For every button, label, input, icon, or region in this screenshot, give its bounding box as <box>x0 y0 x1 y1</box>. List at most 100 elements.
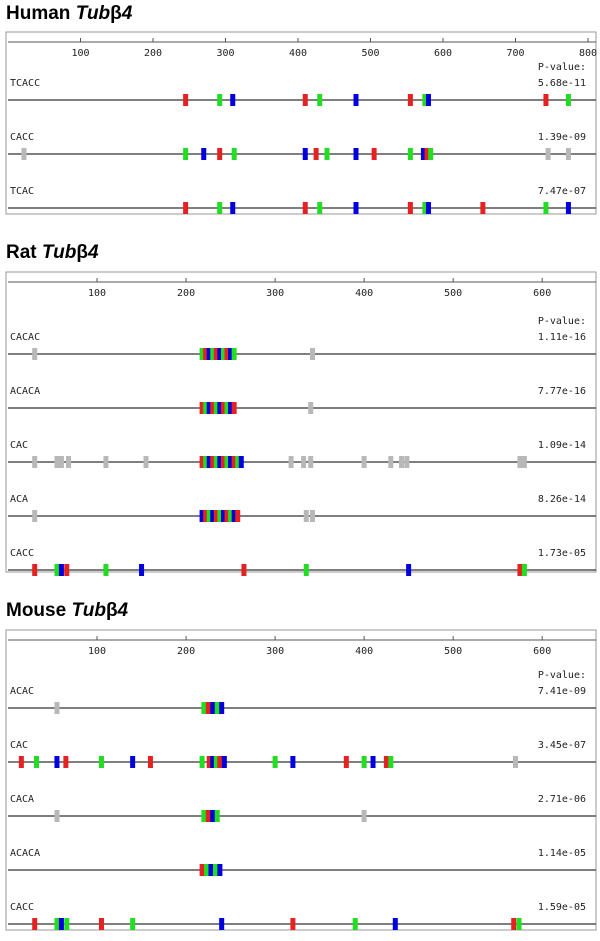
motif-site-mark <box>217 456 223 468</box>
motif-site-mark <box>231 402 237 414</box>
motif-site-mark <box>308 456 314 468</box>
motif-site-mark <box>201 148 207 160</box>
motif-site-mark <box>228 348 234 360</box>
motif-site-mark <box>18 756 24 768</box>
motif-site-mark <box>201 810 207 822</box>
panel-frame <box>5 31 597 215</box>
motif-name: ACACA <box>10 386 40 397</box>
motif-site-mark <box>371 148 377 160</box>
motif-site-mark <box>224 348 230 360</box>
motif-pvalue: 1.09e-14 <box>538 440 586 451</box>
motif-site-mark <box>199 402 205 414</box>
motif-site-mark <box>54 702 60 714</box>
motif-site-mark <box>231 148 237 160</box>
motif-site-mark <box>32 510 38 522</box>
motif-site-mark <box>517 456 523 468</box>
motif-site-mark <box>32 456 38 468</box>
motif-pvalue: 2.71e-06 <box>538 794 586 805</box>
motif-site-mark <box>228 402 234 414</box>
motif-site-mark <box>361 456 367 468</box>
motif-site-mark <box>203 348 209 360</box>
motif-site-mark <box>203 456 209 468</box>
motif-site-mark <box>98 756 104 768</box>
motif-site-mark <box>205 702 211 714</box>
motif-site-mark <box>313 148 319 160</box>
motif-site-mark <box>130 918 136 930</box>
motif-site-mark <box>199 756 205 768</box>
motif-site-mark <box>220 456 226 468</box>
rat-panel-title: Rat Tubβ4 <box>6 242 99 264</box>
motif-site-mark <box>420 148 426 160</box>
motif-site-mark <box>404 456 410 468</box>
mouse-panel-title: Mouse Tubβ4 <box>6 600 128 622</box>
mouse-title-gene: Tub <box>71 600 106 621</box>
motif-site-mark <box>303 564 309 576</box>
motif-site-mark <box>343 756 349 768</box>
motif-site-mark <box>54 564 60 576</box>
motif-site-mark <box>208 864 214 876</box>
motif-site-mark <box>201 702 207 714</box>
motif-site-mark <box>139 564 145 576</box>
motif-site-mark <box>204 864 210 876</box>
motif-site-mark <box>309 510 315 522</box>
motif-site-mark <box>353 94 359 106</box>
motif-site-mark <box>302 148 308 160</box>
motif-site-mark <box>388 456 394 468</box>
motif-site-mark <box>361 810 367 822</box>
motif-site-mark <box>130 756 136 768</box>
motif-pvalue: 8.26e-14 <box>538 494 586 505</box>
motif-site-mark <box>64 564 70 576</box>
motif-site-mark <box>428 148 434 160</box>
motif-site-mark <box>422 202 428 214</box>
motif-site-mark <box>199 864 205 876</box>
motif-site-mark <box>406 564 412 576</box>
motif-site-mark <box>543 202 549 214</box>
motif-site-mark <box>424 148 430 160</box>
motif-site-mark <box>565 148 571 160</box>
motif-site-mark <box>143 456 149 468</box>
motif-site-mark <box>230 94 236 106</box>
motif-site-mark <box>324 148 330 160</box>
motif-site-mark <box>301 456 307 468</box>
motif-site-mark <box>183 94 189 106</box>
motif-site-mark <box>217 202 223 214</box>
motif-name: CACAC <box>10 332 40 343</box>
rat-title-gene: Tub <box>41 242 77 263</box>
motif-name: CACA <box>10 794 34 805</box>
motif-site-mark <box>238 456 244 468</box>
motif-name: CACC <box>10 548 34 559</box>
mouse-motif-panel: 100 200 300 400 500 600 P-value: ACAC 7.41e-09 CA… <box>5 629 597 931</box>
panel-frame <box>5 271 597 573</box>
motif-site-mark <box>370 756 376 768</box>
motif-pvalue: 1.11e-16 <box>538 332 586 343</box>
motif-site-mark <box>521 456 527 468</box>
motif-site-mark <box>399 456 405 468</box>
mouse-title-beta: β <box>105 600 118 621</box>
motif-site-mark <box>103 564 109 576</box>
motif-site-mark <box>206 756 212 768</box>
motif-name: CAC <box>10 440 28 451</box>
motif-site-mark <box>545 148 551 160</box>
motif-name: CACC <box>10 132 34 143</box>
motif-site-mark <box>217 864 223 876</box>
motif-site-mark <box>228 456 234 468</box>
motif-site-mark <box>58 564 64 576</box>
motif-site-mark <box>353 148 359 160</box>
axis-tick-label: 600 <box>434 48 452 59</box>
axis-tick-label: 500 <box>361 48 379 59</box>
motif-site-mark <box>422 94 428 106</box>
motif-site-mark <box>426 94 431 106</box>
motif-site-mark <box>183 148 189 160</box>
axis-tick-label: 400 <box>355 646 373 657</box>
motif-site-mark <box>220 510 226 522</box>
motif-site-mark <box>235 510 241 522</box>
motif-site-mark <box>54 756 60 768</box>
motif-site-mark <box>199 510 205 522</box>
motif-site-mark <box>210 510 216 522</box>
motif-site-mark <box>205 810 211 822</box>
axis-tick-label: 700 <box>506 48 524 59</box>
motif-site-mark <box>407 94 413 106</box>
axis-tick-label: 200 <box>177 646 195 657</box>
motif-pvalue: 7.77e-16 <box>538 386 586 397</box>
axis-tick-label: 500 <box>444 288 462 299</box>
